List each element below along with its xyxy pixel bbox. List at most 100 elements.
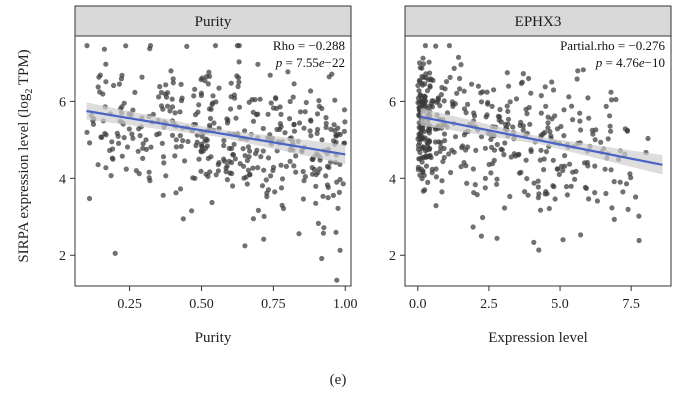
data-point — [592, 163, 598, 169]
data-point — [255, 61, 261, 67]
data-point — [342, 119, 348, 125]
data-point — [87, 140, 93, 146]
data-point — [241, 163, 247, 169]
data-point — [264, 194, 270, 200]
data-point — [585, 95, 591, 101]
data-point — [636, 213, 642, 219]
data-point — [461, 88, 467, 94]
data-point — [422, 81, 428, 87]
data-point — [314, 130, 320, 136]
x-axis-title: Purity — [195, 330, 232, 346]
data-point — [337, 131, 343, 138]
data-point — [592, 190, 598, 196]
data-point — [448, 169, 454, 176]
data-point — [308, 133, 314, 139]
data-point — [483, 114, 489, 120]
data-point — [246, 99, 252, 105]
y-tick-label: 6 — [389, 95, 396, 110]
data-point — [440, 158, 446, 165]
data-point — [168, 68, 174, 74]
data-point — [325, 184, 331, 190]
data-point — [100, 91, 106, 97]
data-point — [300, 196, 306, 202]
data-point — [177, 133, 183, 139]
data-point — [255, 111, 261, 117]
data-point — [211, 120, 217, 126]
data-point — [325, 195, 331, 201]
data-point — [209, 199, 215, 206]
data-point — [420, 188, 426, 194]
data-point — [215, 161, 221, 168]
data-point — [516, 151, 522, 157]
data-point — [633, 194, 639, 200]
data-point — [245, 167, 251, 173]
data-point — [103, 61, 109, 67]
x-tick-label: 1.00 — [333, 297, 358, 312]
data-point — [119, 104, 125, 110]
data-point — [235, 83, 241, 90]
data-point — [501, 205, 508, 211]
data-point — [335, 205, 341, 211]
data-point — [416, 156, 422, 162]
data-point — [439, 189, 445, 195]
data-point — [547, 129, 553, 135]
data-point — [518, 169, 524, 175]
data-point — [309, 156, 315, 162]
data-point — [419, 65, 425, 71]
data-point — [130, 107, 136, 113]
data-point — [451, 149, 457, 155]
stat-p-symbol: p — [275, 55, 283, 70]
data-point — [341, 107, 348, 113]
data-point — [625, 206, 631, 212]
data-point — [224, 116, 230, 122]
data-point — [334, 277, 340, 283]
data-point — [415, 136, 421, 142]
data-point — [569, 103, 575, 109]
data-point — [323, 120, 329, 126]
data-point — [340, 181, 346, 187]
data-point — [535, 178, 541, 184]
data-point — [482, 185, 488, 191]
data-point — [232, 156, 238, 162]
data-point — [173, 190, 179, 196]
stat-p-e: e — [639, 55, 645, 70]
data-point — [592, 137, 598, 143]
data-point — [236, 59, 242, 65]
data-point — [202, 138, 208, 144]
data-point — [464, 180, 470, 186]
data-point — [268, 173, 274, 179]
data-point — [313, 172, 319, 178]
data-point — [474, 192, 480, 198]
data-point — [561, 107, 567, 113]
data-point — [433, 203, 439, 209]
stat-p-value: = 4.76 — [602, 55, 639, 70]
data-point — [461, 132, 467, 138]
data-point — [231, 141, 237, 147]
data-point — [279, 202, 285, 208]
data-point — [330, 192, 336, 198]
data-point — [554, 126, 561, 132]
data-point — [444, 110, 451, 116]
data-point — [253, 151, 259, 157]
x-axis-title: Expression level — [488, 330, 588, 346]
data-point — [229, 159, 235, 166]
data-point — [485, 99, 491, 106]
data-point — [488, 170, 494, 176]
stat-p-exp: −10 — [645, 55, 665, 70]
data-point — [191, 93, 197, 99]
data-point — [215, 168, 221, 174]
data-point — [550, 87, 557, 93]
data-point — [566, 94, 572, 100]
data-point — [123, 166, 129, 172]
data-point — [332, 128, 338, 134]
data-point — [277, 126, 283, 132]
data-point — [426, 130, 432, 136]
stat-p: p = 4.76e−10 — [595, 55, 665, 70]
data-point — [290, 94, 296, 100]
data-point — [291, 128, 298, 134]
data-point — [192, 86, 198, 92]
data-point — [84, 129, 90, 135]
stat-p-value: = 7.55 — [282, 55, 319, 70]
data-point — [101, 46, 107, 52]
data-point — [302, 109, 308, 115]
